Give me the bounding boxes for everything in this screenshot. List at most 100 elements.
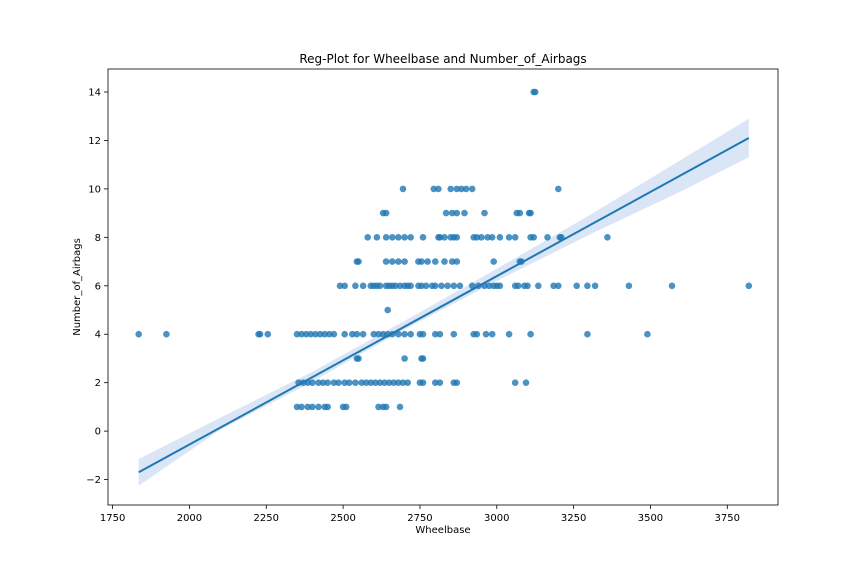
scatter-point xyxy=(315,379,322,387)
scatter-point xyxy=(453,209,461,217)
confidence-band-layer xyxy=(138,118,749,486)
scatter-point xyxy=(304,403,312,411)
scatter-point xyxy=(319,379,327,387)
scatter-point xyxy=(293,403,301,411)
scatter-point xyxy=(453,258,461,265)
y-tick-label: −2 xyxy=(86,475,101,486)
scatter-point xyxy=(264,330,272,338)
scatter-point xyxy=(382,403,390,411)
scatter-point xyxy=(441,234,448,241)
scatter-point xyxy=(395,379,402,387)
scatter-point xyxy=(461,209,468,217)
scatter-point xyxy=(341,379,349,387)
scatter-point xyxy=(550,282,557,290)
regression-line-layer xyxy=(138,137,750,474)
x-tick-label: 2750 xyxy=(407,513,432,524)
scatter-point xyxy=(496,282,504,290)
scatter-point xyxy=(330,330,338,338)
scatter-point xyxy=(163,330,170,338)
scatter-point xyxy=(745,282,753,290)
scatter-point xyxy=(381,379,388,387)
scatter-point xyxy=(404,379,412,387)
scatter-point xyxy=(401,355,408,362)
scatter-point xyxy=(453,379,461,387)
scatter-point xyxy=(419,379,427,387)
scatter-point xyxy=(438,282,445,290)
scatter-point xyxy=(436,234,444,241)
scatter-point xyxy=(382,234,390,241)
scatter-point xyxy=(401,330,408,338)
scatter-point xyxy=(481,209,488,217)
y-tick-label: 8 xyxy=(95,233,101,244)
x-tick-label: 3000 xyxy=(484,513,509,524)
scatter-point xyxy=(432,379,439,387)
x-axis-ticks: 1750 2000 2250 2500 2750 3000 3250 3500 3750 xyxy=(100,505,740,524)
scatter-point xyxy=(315,403,322,411)
scatter-point xyxy=(407,330,415,338)
scatter-point xyxy=(316,330,324,338)
y-axis-label: Number_of_Airbags xyxy=(72,238,83,336)
scatter-point xyxy=(527,330,534,338)
scatter-point xyxy=(436,379,444,387)
scatter-point xyxy=(436,330,444,338)
scatter-point xyxy=(485,282,493,290)
scatter-point xyxy=(524,282,531,290)
scatter-point xyxy=(307,330,315,338)
scatter-point xyxy=(330,379,338,387)
regression-line xyxy=(138,137,750,474)
scatter-point xyxy=(326,330,333,338)
scatter-point xyxy=(256,330,264,338)
scatter-point xyxy=(505,234,513,241)
scatter-point xyxy=(484,234,491,241)
scatter-point xyxy=(555,185,562,193)
scatter-point xyxy=(473,330,481,338)
scatter-point xyxy=(424,258,431,265)
scatter-point xyxy=(435,185,442,193)
scatter-point xyxy=(382,258,390,265)
chart-title: Reg-Plot for Wheelbase and Number_of_Air… xyxy=(299,52,586,66)
scatter-point xyxy=(531,88,539,96)
scatter-point xyxy=(516,209,524,217)
scatter-point xyxy=(389,234,396,241)
scatter-point xyxy=(309,379,316,387)
scatter-point xyxy=(527,209,534,217)
scatter-point xyxy=(355,258,362,265)
scatter-point xyxy=(390,379,398,387)
y-axis-ticks: −2 0 2 4 6 8 10 12 14 xyxy=(86,88,108,486)
scatter-point xyxy=(312,330,319,338)
y-tick-label: 0 xyxy=(95,427,101,438)
scatter-point xyxy=(309,403,316,411)
scatter-point xyxy=(392,282,399,290)
scatter-point xyxy=(370,330,378,338)
scatter-point xyxy=(396,282,404,290)
scatter-point xyxy=(352,379,359,387)
scatter-point xyxy=(419,234,427,241)
scatter-point xyxy=(668,282,676,290)
scatter-point xyxy=(376,379,384,387)
scatter-point xyxy=(468,282,476,290)
x-axis-label: Wheelbase xyxy=(415,525,470,536)
scatter-point xyxy=(395,330,402,338)
scatter-point xyxy=(505,330,513,338)
x-tick-label: 3750 xyxy=(715,513,740,524)
scatter-point xyxy=(450,282,458,290)
scatter-point xyxy=(321,330,329,338)
scatter-point xyxy=(358,379,365,387)
scatter-point xyxy=(490,258,498,265)
scatter-point xyxy=(396,403,404,411)
scatter-point xyxy=(432,330,439,338)
scatter-point xyxy=(353,330,361,338)
scatter-point xyxy=(432,258,439,265)
scatter-point xyxy=(462,185,470,193)
scatter-point xyxy=(419,355,427,362)
scatter-point xyxy=(395,258,402,265)
y-tick-label: 4 xyxy=(95,330,101,341)
scatter-point xyxy=(385,379,393,387)
scatter-point xyxy=(372,379,379,387)
scatter-point xyxy=(375,403,382,411)
scatter-point xyxy=(473,234,481,241)
scatter-point xyxy=(488,330,496,338)
scatter-point xyxy=(395,234,402,241)
y-tick-label: 10 xyxy=(88,184,101,195)
